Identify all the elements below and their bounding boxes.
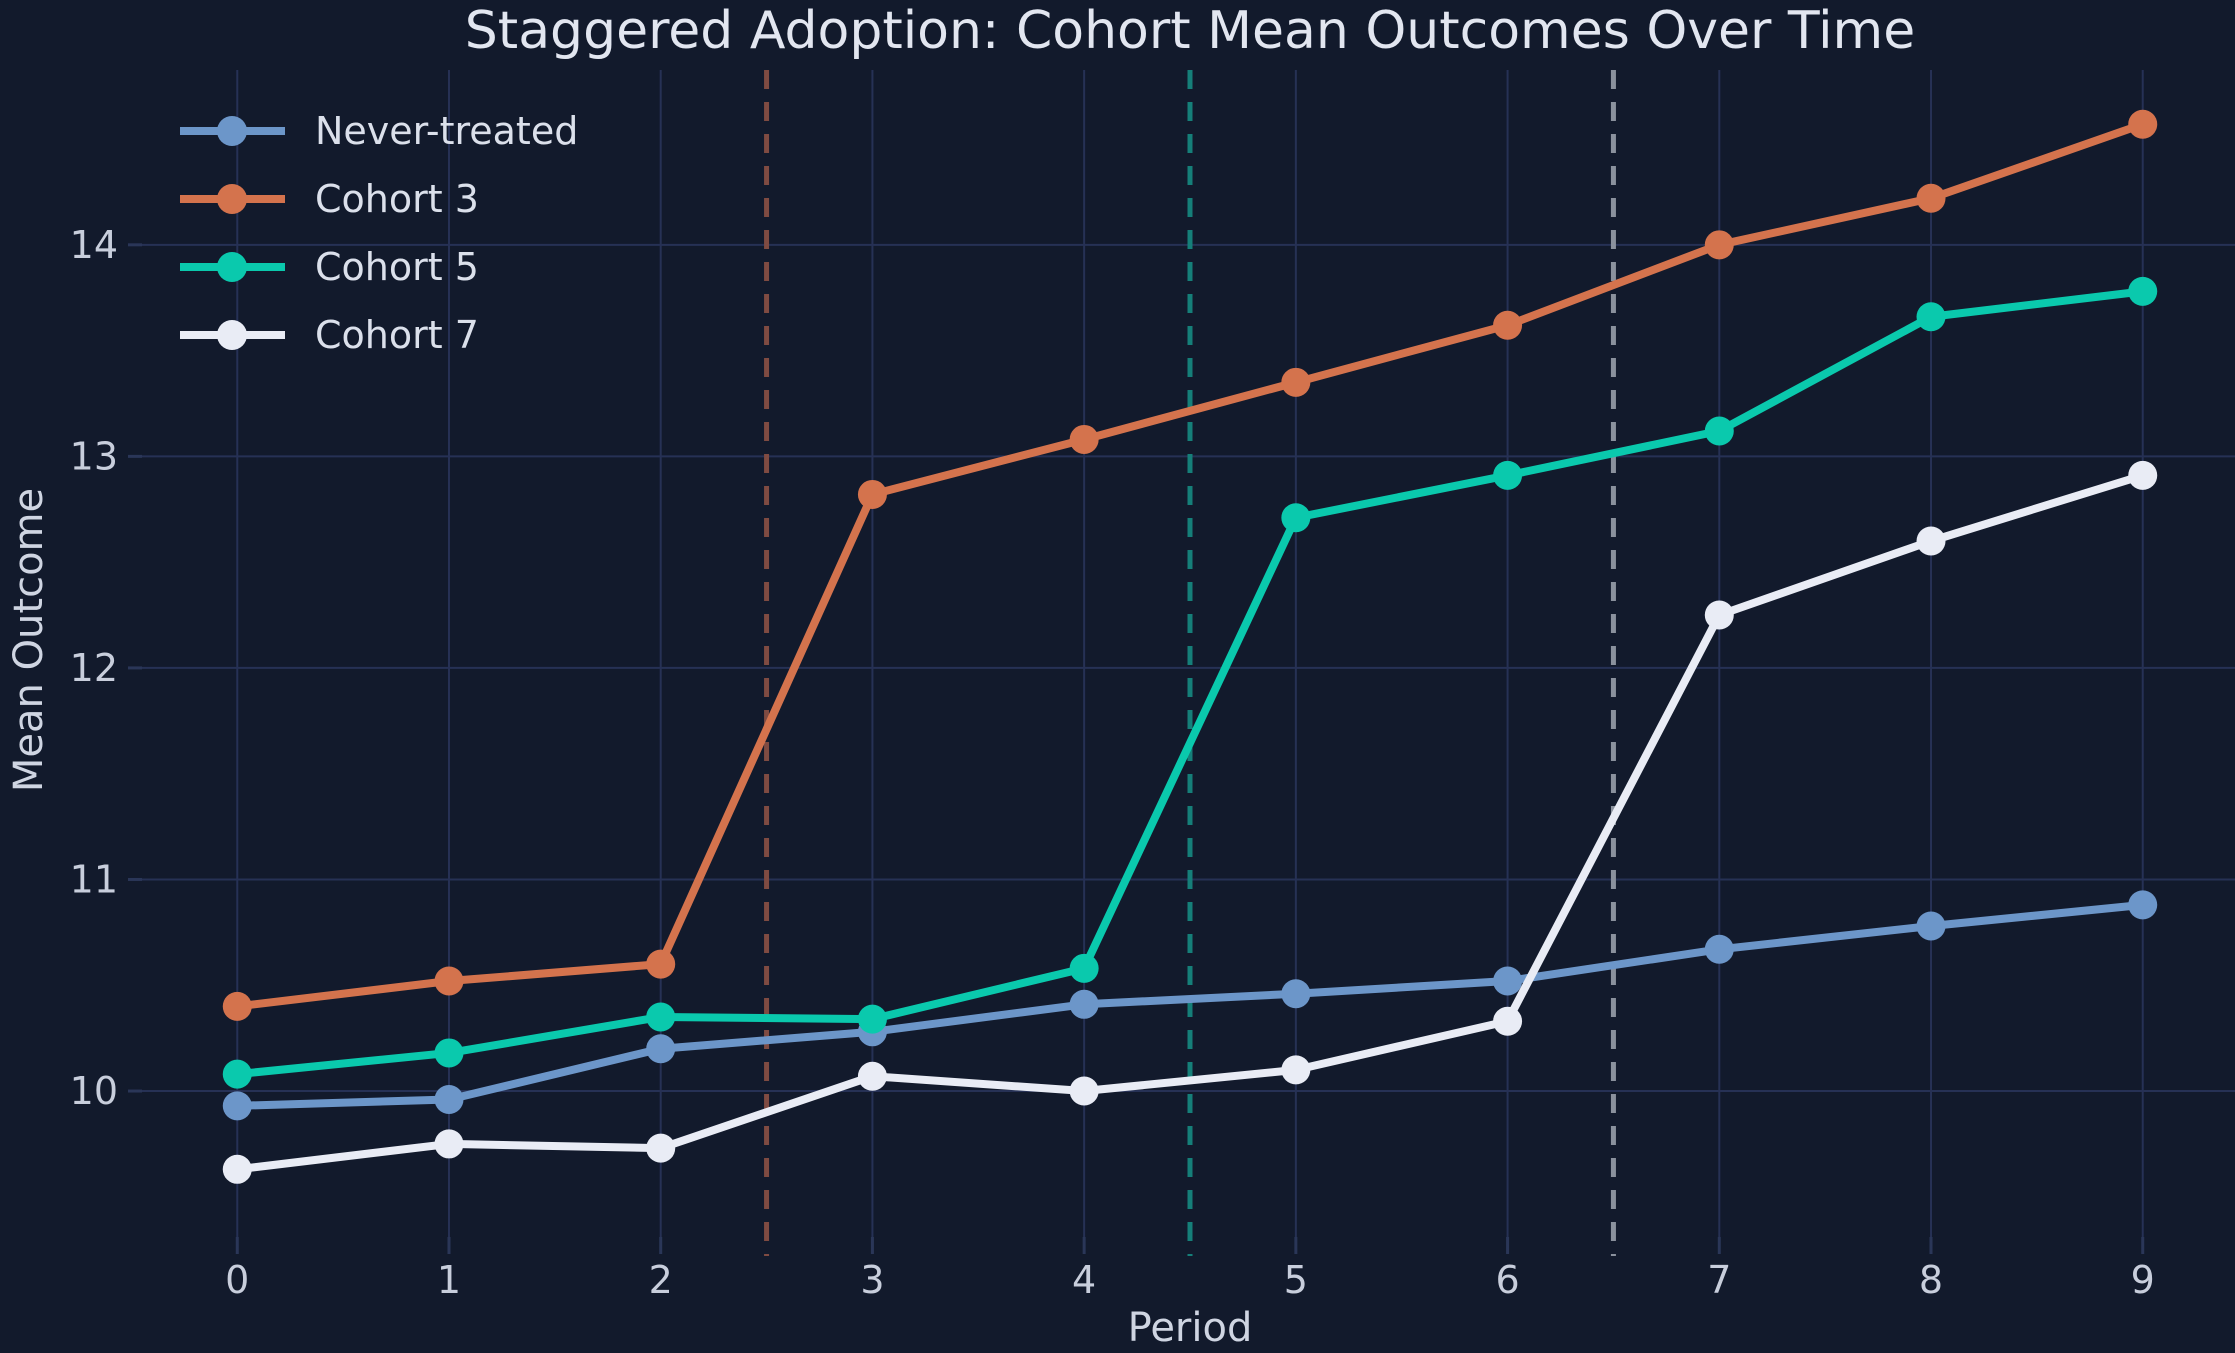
- data-point-marker: [1916, 302, 1946, 332]
- y-tick-label: 13: [70, 434, 118, 478]
- data-point-marker: [857, 479, 887, 509]
- data-point-marker: [1493, 966, 1523, 996]
- data-point-marker: [1704, 416, 1734, 446]
- treatment-lines-layer: [764, 70, 1616, 1256]
- legend-label: Never-treated: [315, 109, 578, 153]
- x-tick-label: 2: [649, 1258, 673, 1302]
- data-point-marker: [2128, 460, 2158, 490]
- data-point-marker: [434, 1084, 464, 1114]
- y-axis-label: Mean Outcome: [6, 488, 52, 792]
- data-point-marker: [222, 1059, 252, 1089]
- data-point-marker: [2128, 890, 2158, 920]
- x-tick-label: 0: [225, 1258, 249, 1302]
- legend-marker: [217, 184, 247, 214]
- series-layer: [222, 109, 2158, 1184]
- data-point-marker: [1493, 310, 1523, 340]
- x-axis-label: Period: [1128, 1305, 1253, 1351]
- data-point-marker: [1281, 979, 1311, 1009]
- legend-item: Never-treated: [180, 109, 578, 153]
- series-cohort-7: [222, 460, 2158, 1184]
- legend-item: Cohort 5: [180, 245, 479, 289]
- data-point-marker: [1069, 1076, 1099, 1106]
- data-point-marker: [646, 949, 676, 979]
- data-point-marker: [1493, 1006, 1523, 1036]
- legend: Never-treated Cohort 3 Cohort 5 Cohort 7: [180, 109, 578, 357]
- series-line: [233, 900, 2147, 1110]
- data-point-marker: [857, 1061, 887, 1091]
- data-point-marker: [1281, 503, 1311, 533]
- data-point-marker: [222, 991, 252, 1021]
- data-point-marker: [1281, 367, 1311, 397]
- x-tick-label: 7: [1707, 1258, 1731, 1302]
- series-cohort-3: [222, 109, 2158, 1021]
- x-tick-label: 3: [860, 1258, 884, 1302]
- data-point-marker: [646, 1133, 676, 1163]
- series-line: [233, 471, 2147, 1174]
- data-point-marker: [1916, 183, 1946, 213]
- x-tick-label: 8: [1919, 1258, 1943, 1302]
- data-point-marker: [1069, 989, 1099, 1019]
- data-point-marker: [646, 1002, 676, 1032]
- data-point-marker: [434, 1038, 464, 1068]
- legend-marker: [217, 116, 247, 146]
- data-point-marker: [1704, 230, 1734, 260]
- legend-label: Cohort 5: [315, 245, 479, 289]
- chart-title: Staggered Adoption: Cohort Mean Outcomes…: [465, 1, 1915, 61]
- series-line: [233, 120, 2147, 1011]
- legend-marker: [217, 320, 247, 350]
- legend-label: Cohort 3: [315, 177, 479, 221]
- data-point-marker: [2128, 276, 2158, 306]
- series-cohort-5: [222, 276, 2158, 1089]
- y-tick-label: 12: [70, 646, 118, 690]
- legend-marker: [217, 252, 247, 282]
- x-tick-label: 6: [1495, 1258, 1519, 1302]
- x-tick-label: 1: [437, 1258, 461, 1302]
- data-point-marker: [1704, 600, 1734, 630]
- data-point-marker: [646, 1034, 676, 1064]
- data-point-marker: [222, 1091, 252, 1121]
- data-point-marker: [1281, 1055, 1311, 1085]
- data-point-marker: [1916, 526, 1946, 556]
- y-tick-label: 10: [70, 1069, 118, 1113]
- data-point-marker: [222, 1154, 252, 1184]
- series-never-treated: [222, 890, 2158, 1121]
- x-tick-label: 5: [1284, 1258, 1308, 1302]
- data-point-marker: [1916, 911, 1946, 941]
- data-point-marker: [1069, 953, 1099, 983]
- data-point-marker: [1493, 460, 1523, 490]
- y-tick-label: 14: [70, 223, 118, 267]
- data-point-marker: [1704, 934, 1734, 964]
- data-point-marker: [2128, 109, 2158, 139]
- data-point-marker: [857, 1004, 887, 1034]
- data-point-marker: [1069, 424, 1099, 454]
- series-line: [233, 287, 2147, 1079]
- legend-item: Cohort 7: [180, 313, 479, 357]
- x-tick-label: 9: [2131, 1258, 2155, 1302]
- data-point-marker: [434, 1129, 464, 1159]
- legend-item: Cohort 3: [180, 177, 479, 221]
- y-tick-label: 11: [70, 857, 118, 901]
- legend-label: Cohort 7: [315, 313, 479, 357]
- data-point-marker: [434, 966, 464, 996]
- x-tick-label: 4: [1072, 1258, 1096, 1302]
